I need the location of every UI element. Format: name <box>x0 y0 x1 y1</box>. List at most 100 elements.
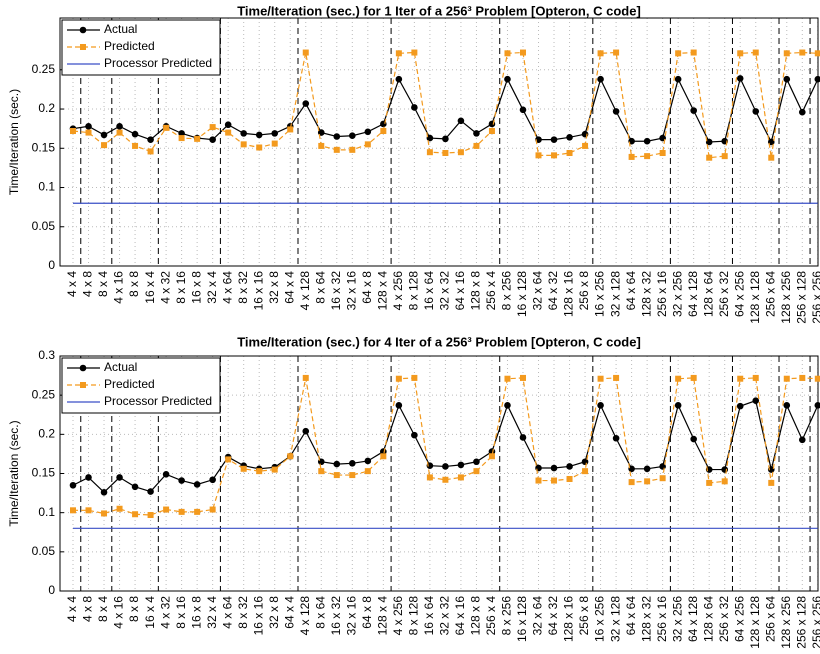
chart: Time/Iteration (sec.) for 4 Iter of a 25… <box>7 334 820 649</box>
marker <box>752 374 759 381</box>
y-tick-label: 0.3 <box>38 348 55 362</box>
x-tick-label: 256 x 4 <box>484 596 498 636</box>
x-tick-label: 32 x 4 <box>205 271 219 304</box>
legend-label: Predicted <box>104 39 155 53</box>
x-tick-label: 32 x 32 <box>438 596 452 636</box>
marker <box>504 375 511 382</box>
marker <box>333 460 341 468</box>
legend-label: Processor Predicted <box>104 394 212 408</box>
legend-marker <box>79 364 87 372</box>
marker <box>550 464 558 472</box>
x-tick-label: 64 x 8 <box>360 596 374 629</box>
marker <box>411 374 418 381</box>
marker <box>582 468 589 475</box>
marker <box>488 128 495 135</box>
x-tick-label: 8 x 256 <box>500 271 514 311</box>
x-tick-label: 64 x 16 <box>453 271 467 311</box>
x-tick-label: 128 x 64 <box>701 271 715 317</box>
x-tick-label: 8 x 8 <box>127 596 141 622</box>
marker <box>209 136 216 143</box>
marker <box>799 49 806 56</box>
x-tick-label: 8 x 256 <box>500 596 514 636</box>
marker <box>333 472 340 479</box>
legend-marker <box>79 26 87 34</box>
marker <box>85 474 92 481</box>
x-tick-label: 128 x 32 <box>639 596 653 642</box>
marker <box>100 131 108 139</box>
x-tick-label: 256 x 16 <box>655 271 669 317</box>
x-tick-label: 4 x 256 <box>391 596 405 636</box>
marker <box>194 135 201 142</box>
marker <box>178 135 185 142</box>
marker <box>504 50 511 57</box>
x-tick-label: 8 x 64 <box>313 596 327 629</box>
x-tick-label: 16 x 4 <box>143 596 157 629</box>
marker <box>287 453 294 460</box>
marker <box>799 374 806 381</box>
marker <box>132 511 139 518</box>
marker <box>411 104 418 111</box>
marker <box>131 483 139 491</box>
legend-marker <box>80 44 86 50</box>
x-tick-label: 128 x 8 <box>469 271 483 311</box>
marker <box>566 475 573 482</box>
marker <box>814 75 820 83</box>
marker <box>426 149 433 156</box>
x-tick-label: 16 x 8 <box>189 271 203 304</box>
x-tick-label: 16 x 64 <box>422 271 436 311</box>
x-tick-label: 8 x 64 <box>313 271 327 304</box>
marker <box>442 149 449 156</box>
y-tick-label: 0.1 <box>38 180 55 194</box>
x-tick-label: 8 x 16 <box>174 271 188 304</box>
y-tick-label: 0 <box>48 258 55 272</box>
marker <box>551 152 558 159</box>
marker <box>566 149 573 156</box>
x-tick-label: 64 x 4 <box>282 596 296 629</box>
marker <box>101 510 108 517</box>
marker <box>473 468 480 475</box>
x-tick-label: 128 x 128 <box>748 271 762 324</box>
x-tick-label: 64 x 128 <box>686 596 700 642</box>
marker <box>644 153 651 160</box>
marker <box>597 75 604 83</box>
x-tick-label: 256 x 16 <box>655 596 669 642</box>
x-tick-label: 256 x 256 <box>810 596 820 649</box>
marker <box>597 375 604 382</box>
marker <box>473 142 480 149</box>
marker <box>364 141 371 148</box>
x-tick-label: 128 x 8 <box>469 596 483 636</box>
marker <box>395 375 402 382</box>
marker <box>85 507 92 514</box>
x-tick-label: 32 x 8 <box>267 271 281 304</box>
x-tick-label: 32 x 4 <box>205 596 219 629</box>
y-tick-label: 0.2 <box>38 427 55 441</box>
x-tick-label: 64 x 32 <box>546 271 560 311</box>
marker <box>194 508 201 515</box>
marker <box>504 402 511 409</box>
marker <box>706 154 713 161</box>
marker <box>411 431 418 439</box>
marker <box>721 153 728 160</box>
marker <box>768 479 775 486</box>
marker <box>674 402 682 409</box>
marker <box>783 375 790 382</box>
marker <box>70 507 76 514</box>
legend-box <box>61 19 221 76</box>
marker <box>674 75 682 83</box>
x-tick-label: 64 x 8 <box>360 271 374 304</box>
x-tick-label: 8 x 4 <box>96 271 110 297</box>
marker <box>240 141 247 148</box>
marker <box>612 434 620 442</box>
x-tick-label: 128 x 4 <box>376 596 390 636</box>
marker <box>271 466 278 473</box>
marker <box>783 50 790 57</box>
marker <box>675 50 682 57</box>
marker <box>193 481 201 488</box>
marker <box>364 468 371 475</box>
marker <box>613 49 620 56</box>
marker <box>349 460 356 467</box>
marker <box>504 75 511 83</box>
marker <box>209 506 216 513</box>
marker <box>613 374 620 381</box>
marker <box>706 479 713 486</box>
